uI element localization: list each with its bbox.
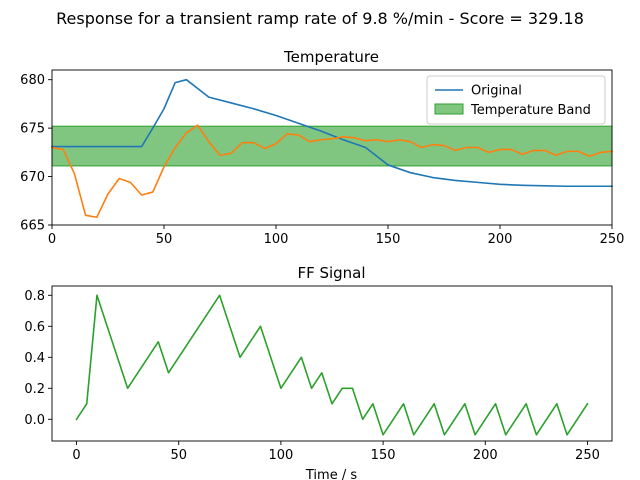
temperature-y-tick-label: 670: [20, 170, 45, 185]
ff-signal-y-tick-label: 0.8: [24, 289, 45, 304]
ff-signal-axes-title: FF Signal: [297, 264, 365, 282]
temperature-axes-title: Temperature: [283, 48, 379, 66]
temperature-y-tick-label: 680: [20, 73, 45, 88]
temperature-axes-frame: [51, 69, 613, 226]
ff-signal-x-tick-label: 100: [268, 448, 293, 463]
temperature-x-tick-label: 250: [600, 232, 625, 247]
ff-signal-series-0-line: [75, 294, 589, 436]
temperature-legend-box: [426, 75, 606, 125]
ff-signal-x-tick-label: 0: [72, 448, 80, 463]
temperature-x-tick-label: 0: [48, 232, 56, 247]
temperature-y-tick-label: 665: [20, 219, 45, 234]
temperature-x-tick-label: 50: [156, 232, 173, 247]
ff-signal-axes-frame: [51, 285, 613, 442]
temperature-y-tick-label: 675: [20, 122, 45, 137]
temperature-legend-band-label: Temperature Band: [470, 103, 591, 118]
ff-signal-y-tick-label: 0.0: [24, 413, 45, 428]
ff-signal-x-tick-label: 50: [170, 448, 187, 463]
temperature-x-tick-label: 200: [488, 232, 513, 247]
temperature-x-tick-label: 150: [376, 232, 401, 247]
temperature-x-tick-label: 100: [264, 232, 289, 247]
ff-signal-x-axis-label: Time / s: [305, 468, 357, 480]
ff-signal-x-tick-label: 250: [575, 448, 600, 463]
ff-signal-y-tick-label: 0.4: [24, 351, 45, 366]
temperature-legend-band-swatch: [434, 103, 464, 115]
ff-signal-y-tick-label: 0.2: [24, 382, 45, 397]
temperature-legend-original-label: Original: [471, 84, 522, 99]
ff-signal-y-tick-label: 0.6: [24, 320, 45, 335]
temperature-series-1-line: [51, 124, 613, 219]
ff-signal-x-tick-label: 150: [371, 448, 396, 463]
ff-signal-axes: FF Signal Time / s 0 50 100 150 200 250 0.0 0.2…: [24, 264, 613, 480]
temperature-axes: Temperature 0 50 100 150 200 250 665 670 675 680 O…: [20, 48, 624, 247]
temperature-series-0-line: [51, 78, 613, 188]
figure-suptitle: Response for a transient ramp rate of 9.…: [56, 9, 584, 28]
ff-signal-x-tick-label: 200: [473, 448, 498, 463]
